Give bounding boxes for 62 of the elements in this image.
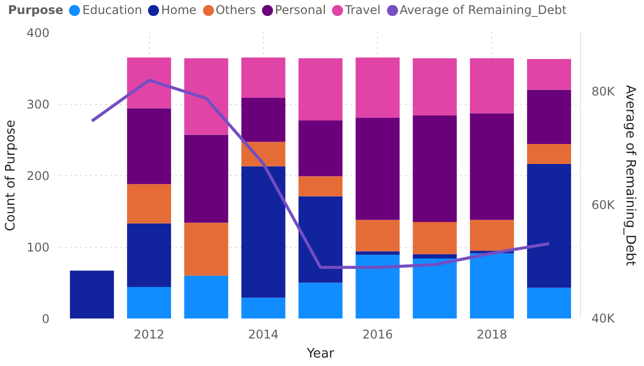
bar xyxy=(356,220,400,252)
bar xyxy=(470,58,514,114)
bar xyxy=(356,58,400,118)
bar xyxy=(356,118,400,220)
bar xyxy=(412,115,457,222)
bar xyxy=(184,58,228,135)
y-tick-label: 200 xyxy=(26,169,50,183)
y-tick-label: 100 xyxy=(26,240,50,254)
legend-label: Average of Remaining_Debt xyxy=(398,2,567,19)
y2-tick-label: 40K xyxy=(592,312,616,326)
bar xyxy=(127,108,172,184)
bar xyxy=(184,222,228,276)
bar xyxy=(127,58,172,108)
bar xyxy=(298,176,342,196)
bar xyxy=(412,222,457,254)
x-tick-label: 2018 xyxy=(476,328,508,342)
y2-tick-label: 80K xyxy=(592,84,616,99)
bar xyxy=(241,142,286,166)
bar xyxy=(527,288,572,318)
bar xyxy=(298,120,342,176)
y2-axis-title: Average of Remaining_Debt xyxy=(622,84,638,266)
bar xyxy=(356,254,400,318)
bar xyxy=(527,164,572,288)
legend-title: Purpose xyxy=(8,2,64,19)
x-axis-title: Year xyxy=(306,346,335,362)
legend-label: Education xyxy=(81,2,142,19)
legend-label: Travel xyxy=(344,2,381,19)
bar xyxy=(241,58,286,98)
legend-label: Home xyxy=(160,2,197,19)
bar xyxy=(298,58,342,120)
y2-tick-label: 60K xyxy=(592,198,616,212)
bar xyxy=(412,258,457,318)
bar xyxy=(127,184,172,224)
x-tick-label: 2012 xyxy=(134,328,164,342)
x-tick-label: 2016 xyxy=(362,328,393,342)
legend-label: Others xyxy=(214,2,256,19)
bar xyxy=(127,223,172,288)
bar xyxy=(470,253,514,318)
bar xyxy=(356,251,400,255)
bar xyxy=(412,254,457,258)
bar xyxy=(527,90,572,144)
bar xyxy=(470,113,514,220)
bar xyxy=(527,58,572,90)
y-tick-label: 400 xyxy=(26,26,50,40)
bar xyxy=(412,58,457,116)
bar xyxy=(184,276,228,318)
bar xyxy=(527,144,572,164)
bar xyxy=(298,282,342,318)
y-axis-title: Count of Purpose xyxy=(4,120,19,232)
bar xyxy=(127,287,172,318)
y-tick-label: 300 xyxy=(26,98,50,112)
bar xyxy=(470,220,514,251)
bar xyxy=(241,166,286,298)
x-tick-label: 2014 xyxy=(248,328,279,342)
bar xyxy=(70,270,114,318)
bar xyxy=(184,134,228,223)
legend-label: Personal xyxy=(274,2,326,19)
line-series xyxy=(90,78,551,269)
bar xyxy=(241,298,286,318)
bar xyxy=(241,98,286,142)
bar xyxy=(298,196,342,283)
y-tick-label: 0 xyxy=(42,312,50,326)
